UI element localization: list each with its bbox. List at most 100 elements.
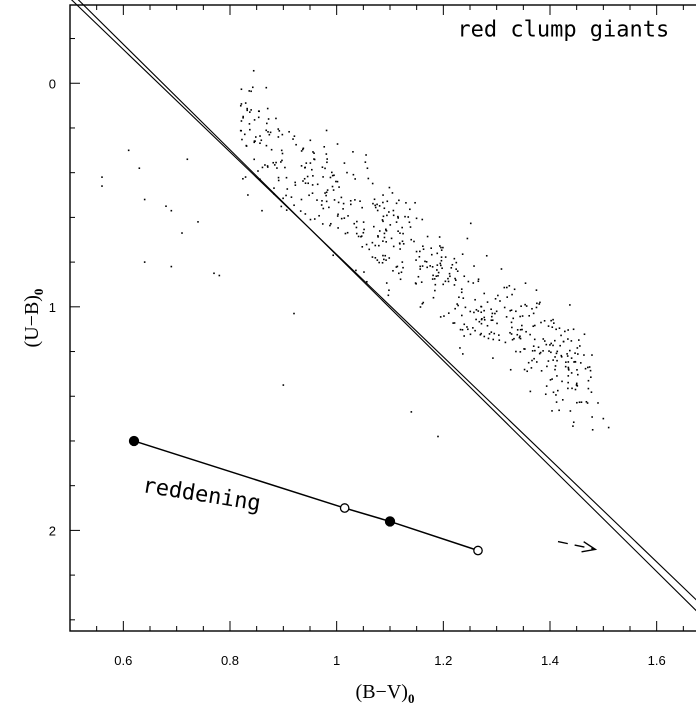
scatter-point <box>286 188 289 190</box>
scatter-point <box>330 222 332 225</box>
scatter-point <box>477 280 480 283</box>
scatter-point <box>242 115 244 118</box>
scatter-point <box>583 354 585 356</box>
scatter-point <box>480 318 483 321</box>
scatter-point <box>572 328 575 331</box>
scatter-point <box>371 241 374 244</box>
scatter-point <box>260 139 263 142</box>
scatter-point <box>309 139 312 142</box>
scatter-point <box>536 302 538 305</box>
scatter-point <box>480 305 482 308</box>
scatter-point <box>281 152 284 155</box>
scatter-point <box>384 254 387 257</box>
scatter-point <box>511 293 513 296</box>
scatter-point <box>491 312 494 315</box>
scatter-point <box>434 289 436 292</box>
scatter-points <box>101 69 610 438</box>
scatter-point <box>259 178 261 181</box>
scatter-point <box>451 263 454 266</box>
scatter-point <box>337 227 339 229</box>
scatter-point <box>546 365 548 368</box>
scatter-point <box>566 355 569 357</box>
scatter-point <box>430 253 433 256</box>
scatter-point <box>521 315 524 317</box>
scatter-point <box>503 286 506 289</box>
scatter-point <box>366 280 368 283</box>
scatter-point <box>555 401 558 403</box>
scatter-point <box>374 244 377 247</box>
scatter-point <box>324 167 326 170</box>
open-marker <box>473 545 483 556</box>
scatter-point <box>585 400 588 403</box>
scatter-point <box>361 246 364 248</box>
scatter-point <box>538 352 541 355</box>
scatter-point <box>529 333 531 336</box>
scatter-point <box>556 350 559 353</box>
scatter-point <box>543 340 546 342</box>
scatter-point <box>249 111 251 113</box>
scatter-point <box>336 143 339 145</box>
scatter-point <box>257 170 259 172</box>
scatter-point <box>436 264 439 266</box>
scatter-point <box>390 237 393 240</box>
scatter-point <box>480 311 483 314</box>
scatter-point <box>311 184 314 186</box>
scatter-point <box>460 288 463 290</box>
scatter-point <box>475 308 478 311</box>
scatter-point <box>587 387 590 390</box>
scatter-point <box>396 265 399 268</box>
scatter-point <box>431 278 434 280</box>
scatter-point <box>372 202 374 205</box>
scatter-point <box>397 217 399 219</box>
scatter-point <box>513 288 516 291</box>
scatter-point <box>439 262 442 265</box>
scatter-point <box>301 148 304 151</box>
scatter-point <box>575 382 578 385</box>
scatter-point <box>357 235 360 238</box>
scatter-point <box>382 220 384 223</box>
scatter-point <box>392 209 395 212</box>
scatter-point <box>570 372 573 374</box>
scatter-point <box>449 275 451 278</box>
scatter-point <box>497 294 499 297</box>
scatter-point <box>422 245 424 248</box>
scatter-point <box>288 130 290 133</box>
scatter-point <box>560 334 562 337</box>
scatter-point <box>554 368 556 371</box>
scatter-point <box>359 200 361 202</box>
scatter-point <box>330 171 333 174</box>
scatter-point <box>591 354 593 356</box>
scatter-point <box>421 265 424 267</box>
scatter-point <box>101 176 103 178</box>
scatter-point <box>498 334 500 336</box>
y-tick-label: 2 <box>49 523 56 538</box>
scatter-point <box>337 201 340 204</box>
scatter-point <box>363 271 365 273</box>
scatter-point <box>382 254 384 257</box>
scatter-point <box>349 199 352 202</box>
scatter-point <box>532 345 535 347</box>
scatter-point <box>567 366 570 369</box>
filled-marker <box>128 435 140 447</box>
scatter-point <box>276 167 278 169</box>
scatter-point <box>456 270 459 272</box>
scatter-point <box>415 282 417 285</box>
scatter-point <box>474 298 476 301</box>
scatter-point <box>246 109 249 112</box>
scatter-point <box>265 129 268 132</box>
scatter-point <box>340 196 343 199</box>
scatter-point <box>377 236 379 238</box>
scatter-point <box>376 203 378 206</box>
scatter-point <box>354 199 356 201</box>
reddening-line <box>133 440 479 552</box>
scatter-point <box>415 250 418 253</box>
scatter-point <box>493 332 496 335</box>
scatter-point <box>304 213 307 215</box>
scatter-point <box>510 321 513 324</box>
scatter-point <box>552 391 555 394</box>
scatter-point <box>569 410 572 412</box>
scatter-point <box>294 181 296 184</box>
scatter-point <box>474 329 476 332</box>
scatter-point <box>253 119 256 121</box>
scatter-point <box>440 249 443 251</box>
